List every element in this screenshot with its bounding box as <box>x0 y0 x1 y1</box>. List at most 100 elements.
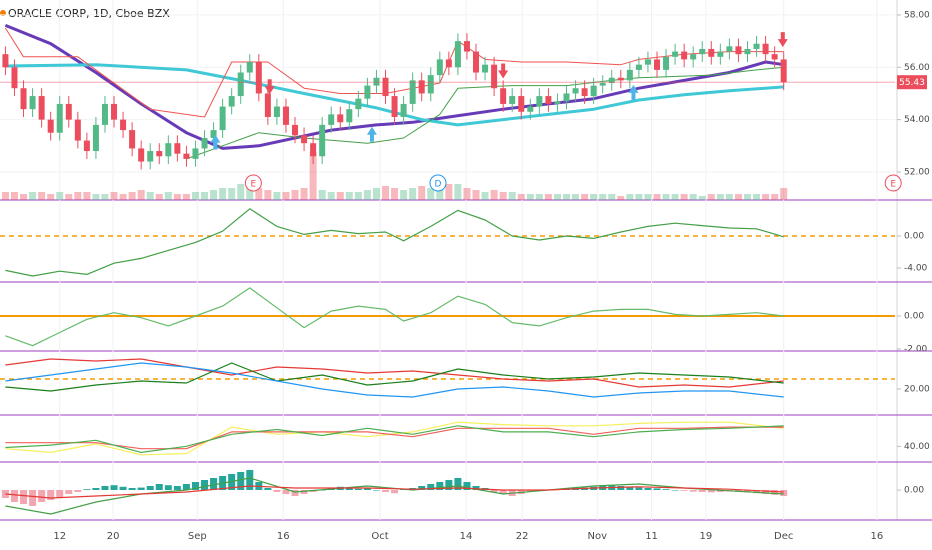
candle-body <box>292 124 299 136</box>
candle-body <box>663 56 670 70</box>
histogram-bar <box>753 490 761 494</box>
histogram-bar <box>617 486 625 490</box>
pane <box>5 421 784 456</box>
volume-bar <box>581 194 589 200</box>
candle-body <box>391 96 398 118</box>
candle-body <box>427 75 434 94</box>
candle-body <box>708 48 715 57</box>
histogram-bar <box>707 490 715 493</box>
x-tick-label: 22 <box>516 531 529 542</box>
signal-arrow <box>628 84 639 100</box>
candle-body <box>337 114 344 123</box>
histogram-bar <box>454 478 462 490</box>
candle-body <box>608 77 615 83</box>
candle-body <box>228 96 235 107</box>
histogram-bar <box>499 490 507 494</box>
histogram-bar <box>716 490 724 492</box>
volume-bar <box>137 190 145 200</box>
histogram-bar <box>671 490 679 491</box>
histogram-bar <box>418 486 426 490</box>
histogram-bar <box>689 490 697 492</box>
volume-bar <box>318 190 326 200</box>
signal-arrow <box>366 126 377 142</box>
candle-body <box>92 124 99 152</box>
volume-bar <box>653 194 661 200</box>
volume-bar <box>680 194 688 200</box>
candle-body <box>282 106 289 125</box>
series-line <box>186 66 784 160</box>
series-line <box>5 287 784 347</box>
candle-body <box>780 59 787 83</box>
volume-bar <box>698 196 706 200</box>
x-tick-label: 19 <box>699 531 712 542</box>
histogram-bar <box>653 488 661 490</box>
volume-bar <box>662 194 670 200</box>
volume-bar <box>716 194 724 200</box>
signal-arrow <box>210 134 221 150</box>
volume-bar <box>490 190 498 200</box>
x-tick-label: 16 <box>871 531 884 542</box>
volume-bar <box>626 194 634 200</box>
histogram-bar <box>101 486 109 490</box>
histogram-bar <box>110 485 118 490</box>
histogram-bar <box>137 487 145 490</box>
histogram-bar <box>201 480 209 490</box>
histogram-bar <box>354 488 362 490</box>
volume-bar <box>427 188 435 200</box>
volume-bar <box>517 194 525 200</box>
candle-body <box>382 77 389 97</box>
histogram-bar <box>635 487 643 490</box>
candle-body <box>545 96 552 104</box>
candle-body <box>527 106 534 112</box>
candle-body <box>346 109 353 123</box>
y-tick-label: 0.00 <box>904 312 924 322</box>
series-line <box>5 485 784 499</box>
histogram-bar <box>273 490 281 492</box>
volume-bar <box>83 192 91 200</box>
histogram-bar <box>743 490 751 493</box>
y-tick-label: 58.00 <box>904 10 930 20</box>
candle-body <box>273 106 280 118</box>
series-line <box>5 63 784 127</box>
volume-bar <box>65 194 73 200</box>
volume-bar <box>101 194 109 200</box>
volume-bar <box>119 194 127 200</box>
x-tick-label: 16 <box>277 531 290 542</box>
candle-body <box>11 67 18 89</box>
candle-body <box>644 59 651 65</box>
histogram-bar <box>436 482 444 490</box>
volume-bar <box>463 188 471 200</box>
volume-bar <box>445 184 453 200</box>
candle-body <box>699 48 706 55</box>
candle-body <box>581 88 588 97</box>
candle-body <box>482 64 489 73</box>
histogram-bar <box>146 486 154 490</box>
volume-bar <box>707 194 715 200</box>
candle-body <box>74 119 81 141</box>
histogram-bar <box>463 482 471 490</box>
y-tick-label: -4.00 <box>904 264 928 274</box>
volume-bar <box>526 194 534 200</box>
volume-bar <box>237 184 245 200</box>
candle-body <box>572 88 579 94</box>
volume-bar <box>354 192 362 200</box>
candle-body <box>129 130 136 149</box>
volume-bar <box>182 194 190 200</box>
candle-body <box>192 148 199 159</box>
histogram-bar <box>92 488 100 490</box>
histogram-bar <box>173 486 181 490</box>
y-tick-label: 0.00 <box>904 232 924 242</box>
event-label: E <box>890 180 896 190</box>
histogram-bar <box>119 486 127 490</box>
candle-body <box>328 114 335 125</box>
histogram-bar <box>20 490 28 504</box>
candle-body <box>237 72 244 97</box>
candle-body <box>165 143 172 157</box>
histogram-bar <box>771 490 779 495</box>
event-marker <box>429 174 447 192</box>
y-tick-label: 0.00 <box>904 486 924 496</box>
histogram-bar <box>345 488 353 490</box>
pane <box>0 14 895 200</box>
series-line <box>5 358 784 388</box>
volume-bar <box>246 182 254 200</box>
